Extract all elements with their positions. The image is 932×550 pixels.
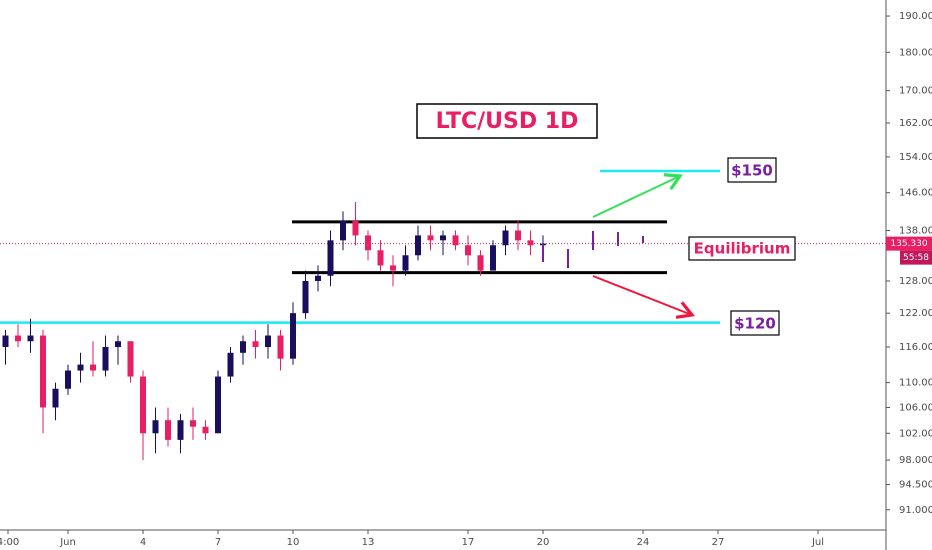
- y-tick-label: 122.000: [899, 308, 932, 319]
- candle-body: [40, 335, 46, 408]
- candle-body: [152, 420, 159, 434]
- price-tag-label: 135.330: [890, 239, 927, 249]
- candle-body: [377, 250, 384, 266]
- y-tick-label: 180.000: [899, 47, 932, 58]
- y-tick-label: 94.500: [899, 479, 932, 490]
- candle-body: [240, 341, 246, 353]
- candle-body: [315, 275, 321, 281]
- countdown-label: 55:58: [903, 253, 929, 263]
- candle-body: [390, 265, 396, 271]
- x-tick-label: 10: [287, 537, 300, 548]
- candle-body: [365, 235, 371, 251]
- candle-body: [140, 376, 146, 434]
- candle-body: [327, 240, 334, 276]
- y-tick-label: 110.000: [899, 378, 932, 389]
- candle-body: [415, 235, 421, 256]
- annotation: Equilibrium: [694, 240, 791, 258]
- candle-body: [290, 313, 296, 359]
- candle-body: [77, 364, 84, 371]
- candle-body: [490, 245, 496, 271]
- x-tick-label: 20: [537, 537, 550, 548]
- y-tick-label: 102.000: [899, 428, 932, 439]
- x-tick-label: 7: [215, 537, 221, 548]
- candle-body: [352, 220, 359, 236]
- candle-body: [165, 420, 171, 440]
- candle-body: [27, 335, 34, 342]
- candle-body: [65, 370, 71, 389]
- x-tick-label: 4: [140, 537, 146, 548]
- candle-body: [502, 230, 509, 246]
- candle-body: [252, 341, 259, 347]
- candle-body: [15, 335, 21, 342]
- candle-body: [177, 420, 184, 440]
- candle-body: [90, 364, 96, 371]
- label-box: [730, 310, 780, 336]
- candle-body: [465, 245, 471, 256]
- y-tick-label: 106.000: [899, 402, 932, 413]
- candle-body: [127, 341, 134, 377]
- y-tick-label: 116.000: [899, 342, 932, 353]
- title-box: [416, 103, 598, 139]
- price-tag: [886, 236, 932, 251]
- y-tick-label: 128.000: [899, 276, 932, 287]
- y-tick-label: 91.000: [899, 505, 932, 516]
- candle-body: [402, 255, 409, 271]
- y-tick-label: 98.000: [899, 455, 932, 466]
- candle-body: [227, 352, 234, 377]
- candle-body: [52, 388, 59, 408]
- y-tick-label: 190.000: [899, 11, 932, 22]
- x-tick-label: 24: [637, 537, 650, 548]
- countdown-tag: [900, 250, 932, 265]
- x-tick-label: 17: [462, 537, 475, 548]
- candle-body: [115, 341, 121, 347]
- candle-body: [102, 346, 109, 371]
- y-tick-label: 146.000: [899, 188, 932, 199]
- candle-body: [302, 280, 309, 314]
- x-tick-label: 4:00: [0, 537, 19, 548]
- candle-body: [202, 426, 209, 434]
- y-tick-label: 138.000: [899, 226, 932, 237]
- candle-body: [527, 240, 534, 246]
- candle-body: [215, 376, 221, 434]
- y-tick-label: 162.000: [899, 118, 932, 129]
- chart-title: LTC/USD 1D: [436, 109, 579, 134]
- annotation: $150: [731, 162, 773, 180]
- down-arrow: [592, 275, 696, 319]
- x-tick-label: Jul: [811, 537, 824, 548]
- label-box: [688, 236, 796, 261]
- candle-body: [340, 220, 346, 241]
- x-tick-label: 27: [712, 537, 725, 548]
- candle-body: [452, 235, 459, 246]
- annotation: $120: [734, 315, 776, 333]
- label-box: [727, 157, 777, 183]
- candle-body: [477, 255, 484, 271]
- candle-body: [265, 335, 271, 347]
- y-tick-label: 170.000: [899, 86, 932, 97]
- candle-body: [2, 335, 9, 347]
- candle-body: [515, 230, 521, 241]
- candle-body: [427, 235, 434, 241]
- x-tick-label: Jun: [59, 537, 76, 548]
- y-tick-label: 154.000: [899, 152, 932, 163]
- projection: [542, 231, 644, 268]
- candle-body: [277, 335, 284, 359]
- x-tick-label: 13: [362, 537, 375, 548]
- candle-body: [190, 420, 196, 427]
- candle-body: [440, 235, 446, 241]
- up-arrow: [592, 173, 683, 218]
